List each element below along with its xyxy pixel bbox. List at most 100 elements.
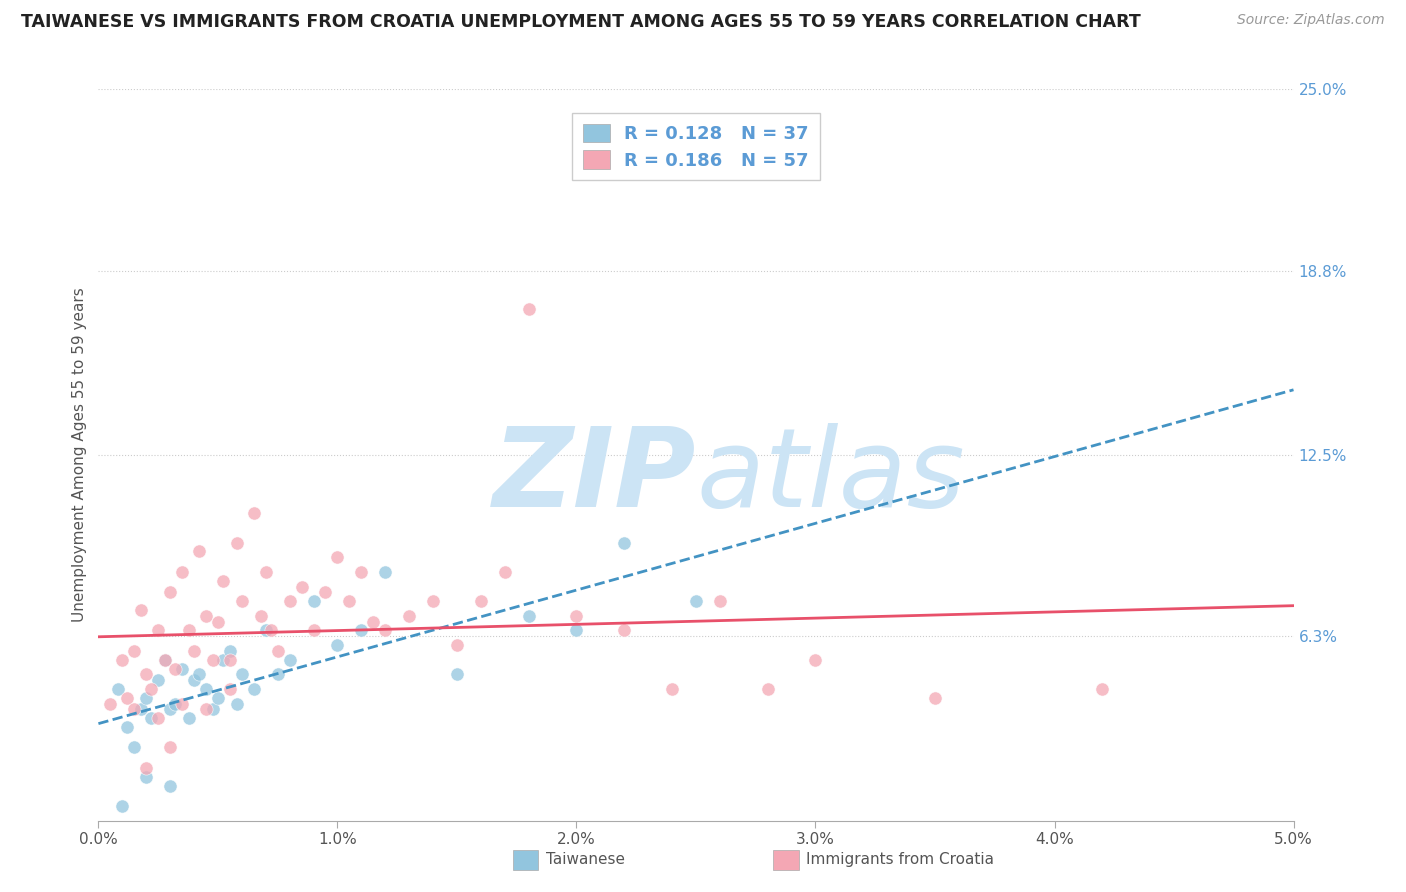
Text: Immigrants from Croatia: Immigrants from Croatia	[806, 853, 994, 867]
Point	[613, 535, 636, 549]
Point	[315, 585, 337, 599]
Point	[195, 608, 218, 623]
Point	[124, 740, 146, 755]
Point	[135, 770, 157, 784]
Point	[124, 702, 146, 716]
Point	[267, 667, 290, 681]
Point	[756, 681, 779, 696]
Point	[172, 661, 194, 675]
Point	[107, 681, 129, 696]
Point	[179, 711, 201, 725]
Point	[202, 653, 225, 667]
Point	[259, 624, 281, 638]
Point	[159, 585, 181, 599]
Point	[159, 740, 181, 755]
Point	[254, 624, 277, 638]
Point	[226, 697, 249, 711]
Point	[326, 638, 349, 652]
Point	[350, 624, 373, 638]
Point	[446, 638, 468, 652]
Point	[135, 690, 157, 705]
Point	[115, 720, 138, 734]
Point	[226, 535, 249, 549]
Point	[207, 690, 229, 705]
Point	[219, 653, 242, 667]
Point	[254, 565, 277, 579]
Point	[243, 507, 266, 521]
Point	[111, 799, 134, 814]
Point	[159, 779, 181, 793]
Point	[804, 653, 827, 667]
Point	[613, 624, 636, 638]
Point	[148, 673, 170, 688]
Point	[139, 681, 162, 696]
Legend: R = 0.128   N = 37, R = 0.186   N = 57: R = 0.128 N = 37, R = 0.186 N = 57	[572, 113, 820, 180]
Point	[211, 653, 233, 667]
Point	[111, 653, 134, 667]
Text: TAIWANESE VS IMMIGRANTS FROM CROATIA UNEMPLOYMENT AMONG AGES 55 TO 59 YEARS CORR: TAIWANESE VS IMMIGRANTS FROM CROATIA UNE…	[21, 13, 1140, 31]
Point	[685, 594, 707, 608]
Point	[302, 624, 325, 638]
Point	[339, 594, 361, 608]
Point	[139, 711, 162, 725]
Point	[148, 711, 170, 725]
Point	[374, 565, 396, 579]
Point	[163, 661, 186, 675]
Point	[183, 673, 205, 688]
Point	[187, 544, 209, 558]
Text: ZIP: ZIP	[492, 424, 696, 531]
Point	[159, 702, 181, 716]
Point	[291, 580, 314, 594]
Point	[350, 565, 373, 579]
Point	[709, 594, 731, 608]
Text: Taiwanese: Taiwanese	[546, 853, 624, 867]
Point	[207, 615, 229, 629]
Point	[278, 594, 301, 608]
Point	[155, 653, 177, 667]
Point	[243, 681, 266, 696]
Point	[1091, 681, 1114, 696]
Point	[163, 697, 186, 711]
Point	[302, 594, 325, 608]
Point	[231, 667, 253, 681]
Point	[924, 690, 946, 705]
Point	[195, 702, 218, 716]
Text: Source: ZipAtlas.com: Source: ZipAtlas.com	[1237, 13, 1385, 28]
Point	[422, 594, 444, 608]
Point	[211, 574, 233, 588]
Point	[267, 644, 290, 658]
Point	[219, 644, 242, 658]
Point	[195, 681, 218, 696]
Y-axis label: Unemployment Among Ages 55 to 59 years: Unemployment Among Ages 55 to 59 years	[72, 287, 87, 623]
Point	[517, 301, 540, 316]
Point	[363, 615, 385, 629]
Point	[124, 644, 146, 658]
Point	[250, 608, 273, 623]
Point	[135, 667, 157, 681]
Point	[278, 653, 301, 667]
Point	[202, 702, 225, 716]
Point	[231, 594, 253, 608]
Point	[565, 608, 588, 623]
Point	[131, 702, 153, 716]
Point	[115, 690, 138, 705]
Point	[179, 624, 201, 638]
Point	[446, 667, 468, 681]
Text: atlas: atlas	[696, 424, 965, 531]
Point	[98, 697, 122, 711]
Point	[172, 697, 194, 711]
Point	[661, 681, 683, 696]
Point	[172, 565, 194, 579]
Point	[219, 681, 242, 696]
Point	[131, 603, 153, 617]
Point	[565, 624, 588, 638]
Point	[398, 608, 420, 623]
Point	[155, 653, 177, 667]
Point	[374, 624, 396, 638]
Point	[470, 594, 492, 608]
Point	[148, 624, 170, 638]
Point	[326, 550, 349, 565]
Point	[135, 761, 157, 775]
Point	[517, 608, 540, 623]
Point	[183, 644, 205, 658]
